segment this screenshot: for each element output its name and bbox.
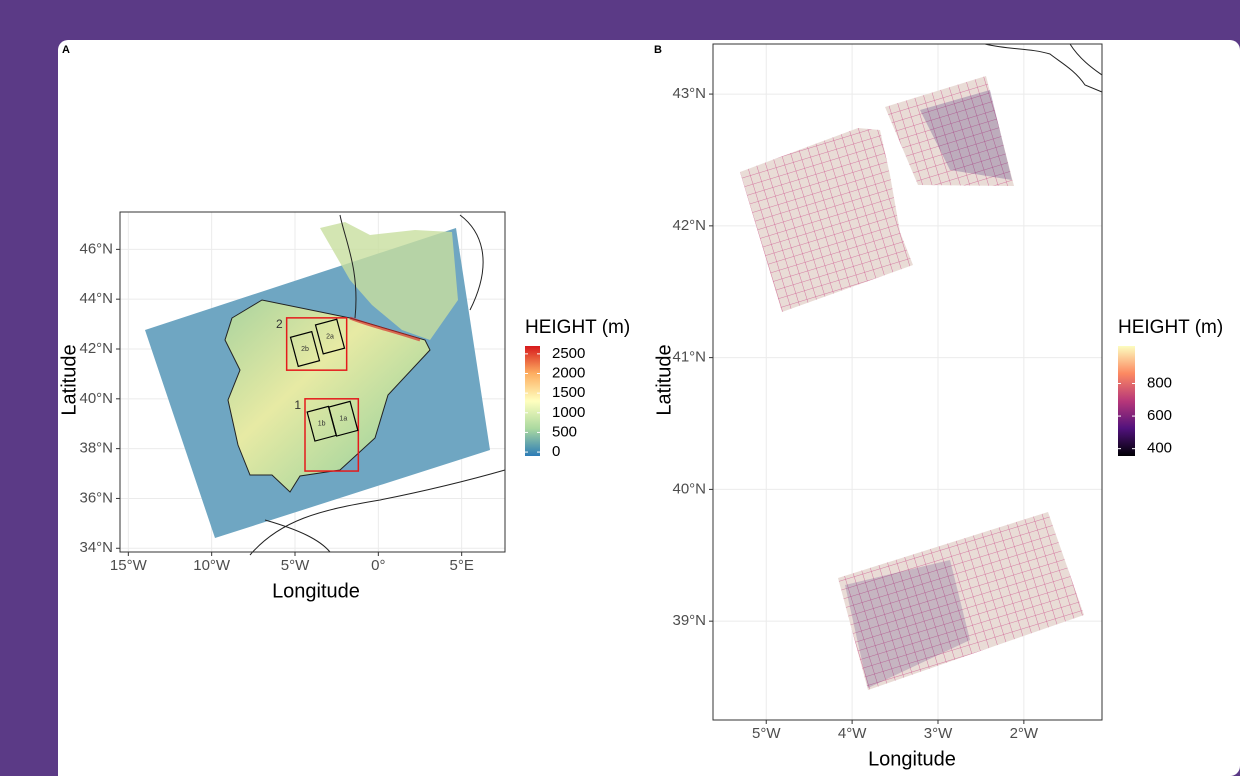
y-tick-label: 39°N [672, 612, 706, 629]
figure: 15°W10°W5°W0°5°E34°N36°N38°N40°N42°N44°N… [0, 0, 1240, 776]
y-axis-title: Latitude [58, 344, 80, 415]
subregion-label: 2a [326, 333, 334, 340]
subregion-label: 2b [301, 346, 309, 353]
x-tick-label: 0° [371, 557, 385, 574]
colorbar [1118, 346, 1135, 456]
subregion-label: 1a [339, 416, 347, 423]
y-tick-label: 34°N [79, 539, 113, 556]
colorbar-label: 1000 [552, 404, 585, 421]
y-tick-label: 44°N [79, 290, 113, 307]
y-tick-label: 38°N [79, 440, 113, 457]
x-tick-label: 2°W [1010, 725, 1039, 742]
legend-title: HEIGHT (m) [525, 317, 630, 338]
x-tick-label: 4°W [838, 725, 867, 742]
y-tick-label: 41°N [672, 349, 706, 366]
colorbar-label: 1500 [552, 384, 585, 401]
x-tick-label: 10°W [193, 557, 231, 574]
colorbar [525, 346, 540, 456]
x-tick-label: 15°W [110, 557, 148, 574]
x-tick-label: 5°W [752, 725, 781, 742]
legend-title: HEIGHT (m) [1118, 317, 1223, 338]
colorbar-label: 0 [552, 443, 560, 460]
panel-label: A [62, 44, 70, 56]
x-axis-title: Longitude [272, 580, 360, 602]
colorbar-label: 2500 [552, 345, 585, 362]
x-tick-label: 5°W [281, 557, 310, 574]
colorbar-label: 400 [1147, 440, 1172, 457]
region-label: 2 [276, 317, 283, 331]
y-tick-label: 36°N [79, 489, 113, 506]
colorbar-label: 600 [1147, 407, 1172, 424]
colorbar-label: 800 [1147, 374, 1172, 391]
y-tick-label: 43°N [672, 85, 706, 102]
y-tick-label: 42°N [672, 217, 706, 234]
y-tick-label: 40°N [79, 390, 113, 407]
colorbar-label: 2000 [552, 364, 585, 381]
y-tick-label: 40°N [672, 480, 706, 497]
region-label: 1 [294, 398, 301, 412]
x-tick-label: 3°W [924, 725, 953, 742]
x-axis-title: Longitude [868, 748, 956, 770]
y-axis-title: Latitude [653, 344, 675, 415]
y-tick-label: 46°N [79, 240, 113, 257]
x-tick-label: 5°E [449, 557, 473, 574]
colorbar-label: 500 [552, 423, 577, 440]
subregion-label: 1b [318, 421, 326, 428]
y-tick-label: 42°N [79, 340, 113, 357]
panel-label: B [654, 44, 662, 56]
